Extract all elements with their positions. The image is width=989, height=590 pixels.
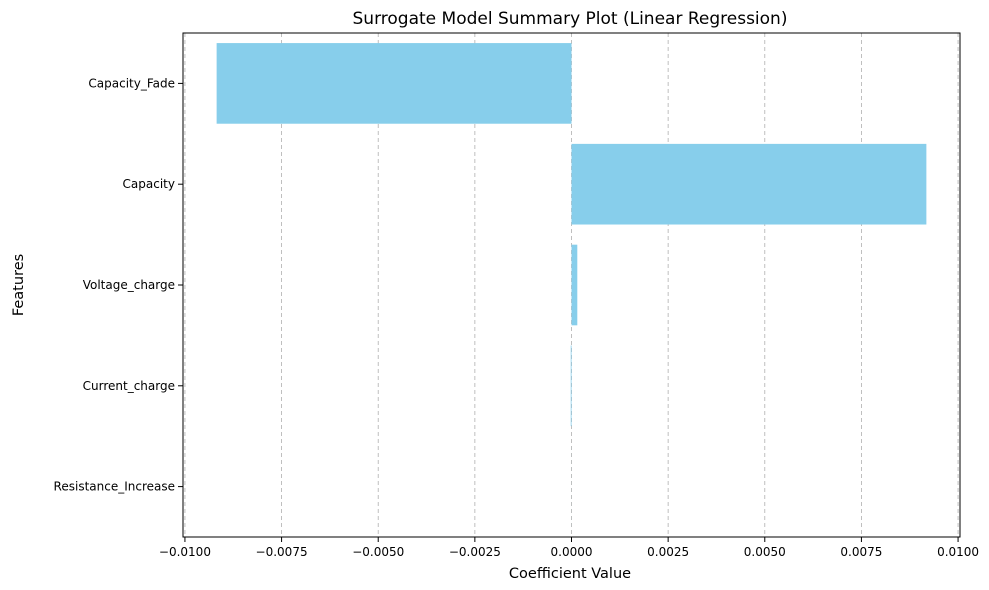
bars xyxy=(216,43,927,527)
x-tick-label: −0.0075 xyxy=(256,545,308,559)
y-tick-label: Resistance_Increase xyxy=(54,480,175,494)
bar-capacity-fade xyxy=(216,43,572,124)
x-ticks: −0.0100 −0.0075 −0.0050 −0.0025 0.0000 0.0025… xyxy=(159,537,979,559)
x-tick-label: 0.0050 xyxy=(744,545,786,559)
chart-title: Surrogate Model Summary Plot (Linear Reg… xyxy=(353,9,788,29)
y-tick-label: Voltage_charge xyxy=(83,278,175,292)
y-tick-label: Capacity_Fade xyxy=(88,76,175,90)
y-axis-label: Features xyxy=(11,254,27,316)
x-tick-label: 0.0075 xyxy=(840,545,882,559)
y-tick-label: Capacity xyxy=(123,177,175,191)
y-tick-label: Current_charge xyxy=(83,379,175,393)
x-tick-label: −0.0025 xyxy=(449,545,501,559)
x-tick-label: −0.0050 xyxy=(352,545,404,559)
y-ticks: Capacity_Fade Capacity Voltage_charge Curre… xyxy=(54,76,183,494)
x-tick-label: −0.0100 xyxy=(159,545,211,559)
x-tick-label: 0.0100 xyxy=(937,545,979,559)
bar-voltage-charge xyxy=(571,244,578,326)
bar-current-charge xyxy=(570,345,572,427)
bar-capacity xyxy=(571,143,927,225)
x-axis-label: Coefficient Value xyxy=(509,566,631,582)
x-tick-label: 0.0025 xyxy=(647,545,689,559)
x-tick-label: 0.0000 xyxy=(551,545,593,559)
